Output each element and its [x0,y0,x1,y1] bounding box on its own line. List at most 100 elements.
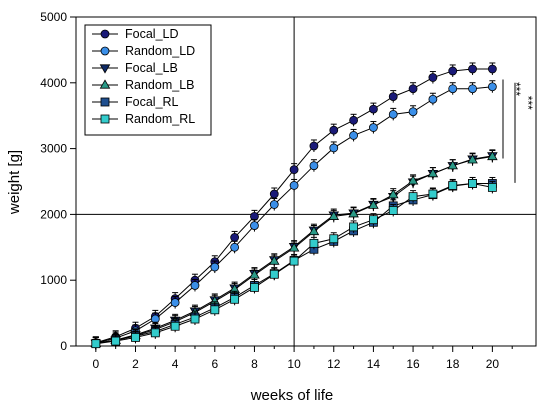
data-point [309,238,319,248]
data-point [329,234,339,244]
legend-entry: Random_RL [92,112,195,126]
data-point [427,168,439,178]
plot-frame [75,16,537,347]
data-point [487,183,497,192]
data-point [388,109,398,119]
x-tick-label: 10 [287,357,301,371]
data-point [428,73,438,82]
data-point [349,131,358,140]
legend-entry: Focal_RL [92,95,179,109]
y-tick-label: 0 [60,339,67,353]
data-point [468,179,477,188]
data-point [288,242,300,252]
significance-label: *** [509,82,523,96]
legend-label: Focal_LD [125,27,179,41]
significance-label: *** [521,96,535,110]
data-point [150,328,160,338]
y-tick-label: 1000 [40,273,67,287]
y-axis-label: weight [g] [6,150,23,215]
data-point [448,181,458,190]
data-point [289,256,299,266]
data-point [468,84,477,94]
data-point [269,200,279,209]
y-tick-label: 2000 [40,207,67,221]
data-point [407,175,419,185]
data-point [289,181,299,190]
data-point [368,199,379,209]
x-tick-label: 4 [172,357,179,371]
data-point [487,64,497,74]
data-point [170,298,180,307]
series-random-rl [91,176,497,350]
significance-bracket: *** [502,79,523,159]
data-point [329,125,339,135]
data-point [249,269,260,279]
data-point [210,305,220,315]
data-point [448,66,458,76]
data-point [230,233,240,242]
data-point [388,92,398,102]
data-point [269,189,279,199]
series-layer [90,62,498,350]
data-point [230,294,240,304]
data-point [268,255,280,265]
legend-label: Focal_RL [125,95,179,109]
legend-marker [99,79,111,89]
legend-marker [100,29,110,39]
data-point [349,222,358,232]
legend-marker [100,46,110,56]
y-tick-label: 5000 [40,10,67,24]
x-tick-label: 16 [406,357,420,371]
data-point [349,115,358,125]
legend-entry: Focal_LD [92,27,179,41]
x-tick-label: 0 [92,357,99,371]
data-point [289,165,299,175]
legend-label: Random_LB [125,78,195,92]
data-point [408,84,418,94]
data-point [408,107,418,117]
x-axis-label: weeks of life [250,387,334,404]
data-point [250,283,259,292]
y-tick-label: 3000 [40,142,67,156]
data-point [210,262,220,272]
data-point [328,210,340,220]
x-tick-label: 6 [211,357,218,371]
data-point [447,160,459,170]
legend-entry: Focal_LB [92,61,178,75]
data-point [369,104,378,114]
data-point [369,123,378,132]
data-point [190,281,200,290]
data-point [408,192,418,202]
data-point [487,150,498,161]
x-tick-label: 18 [446,357,460,371]
data-point [369,215,378,225]
legend-marker [99,64,111,74]
plot-border [75,16,537,347]
significance-bracket: *** [514,82,535,183]
legend-label: Random_RL [125,112,195,126]
x-tick-label: 2 [132,357,139,371]
data-point [269,269,279,279]
legend-entry: Random_LB [92,78,195,92]
legend-label: Random_LD [125,44,195,58]
data-point [230,242,240,252]
y-tick-label: 4000 [40,76,67,90]
data-point [467,154,478,164]
data-point [388,206,398,215]
data-point [428,189,438,199]
data-point [309,161,319,171]
data-point [348,208,359,218]
legend-marker [100,97,110,107]
data-point [308,225,320,236]
data-point [448,84,458,94]
x-tick-label: 14 [367,357,381,371]
data-point [111,336,121,346]
x-axis: 0 2 4 6 8 10 12 14 16 18 20 [92,346,513,371]
significance-brackets: ****** [502,79,535,183]
data-point [131,333,140,342]
y-axis: 0 1000 2000 3000 4000 5000 [40,10,76,353]
data-point [91,339,101,349]
x-tick-label: 20 [486,357,500,371]
data-point [387,189,399,199]
